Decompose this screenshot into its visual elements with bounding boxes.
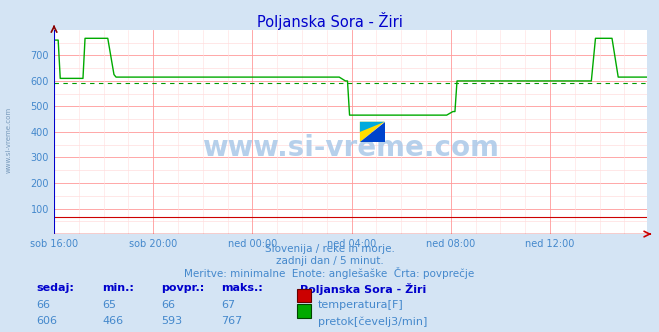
Polygon shape <box>360 122 385 142</box>
Text: 66: 66 <box>36 300 50 310</box>
Text: pretok[čevelj3/min]: pretok[čevelj3/min] <box>318 316 427 327</box>
Text: 767: 767 <box>221 316 242 326</box>
Text: min.:: min.: <box>102 283 134 293</box>
Text: 65: 65 <box>102 300 116 310</box>
Text: Meritve: minimalne  Enote: anglešaške  Črta: povprečje: Meritve: minimalne Enote: anglešaške Črt… <box>185 267 474 279</box>
Text: povpr.:: povpr.: <box>161 283 205 293</box>
Text: zadnji dan / 5 minut.: zadnji dan / 5 minut. <box>275 256 384 266</box>
Text: maks.:: maks.: <box>221 283 262 293</box>
Text: www.si-vreme.com: www.si-vreme.com <box>5 106 12 173</box>
Text: www.si-vreme.com: www.si-vreme.com <box>202 134 499 162</box>
Text: Slovenija / reke in morje.: Slovenija / reke in morje. <box>264 244 395 254</box>
Text: 593: 593 <box>161 316 183 326</box>
Text: Poljanska Sora - Žiri: Poljanska Sora - Žiri <box>300 283 426 295</box>
Polygon shape <box>360 122 385 142</box>
Polygon shape <box>360 122 385 132</box>
Text: 67: 67 <box>221 300 235 310</box>
Text: Poljanska Sora - Žiri: Poljanska Sora - Žiri <box>256 12 403 30</box>
Text: sedaj:: sedaj: <box>36 283 74 293</box>
Text: 606: 606 <box>36 316 57 326</box>
Text: 466: 466 <box>102 316 123 326</box>
Text: temperatura[F]: temperatura[F] <box>318 300 403 310</box>
Text: 66: 66 <box>161 300 175 310</box>
